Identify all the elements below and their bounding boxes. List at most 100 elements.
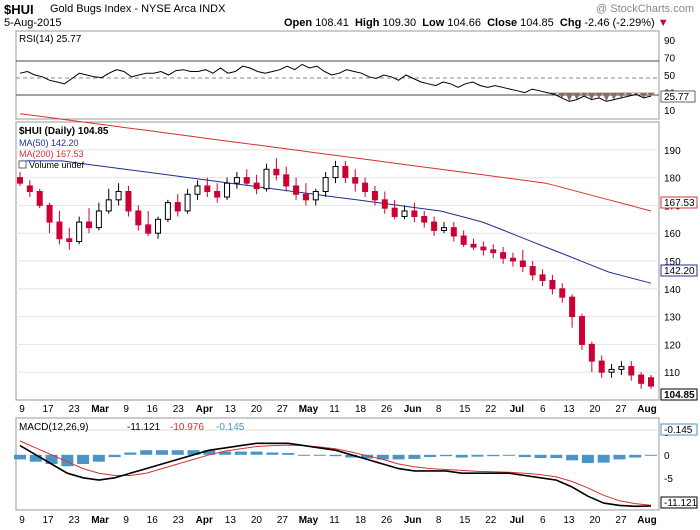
macd-hist-bar (282, 452, 295, 455)
candle-body (332, 165, 339, 179)
rsi-last-value: 25.77 (664, 92, 689, 103)
candle-body (26, 185, 33, 193)
candle-body (431, 221, 438, 231)
x-tick-label: 8 (436, 515, 442, 526)
x-tick-label: 23 (173, 515, 185, 526)
macd-hist-bar (203, 450, 216, 455)
macd-histogram (14, 450, 657, 467)
x-tick-label: 9 (123, 404, 129, 415)
candle-body (401, 210, 408, 218)
price-y-ticks: 190180170160150140130120110 (664, 146, 681, 379)
ma200-last: 167.53 (664, 198, 695, 209)
macd-hist-bar (266, 452, 279, 455)
candle-body (135, 210, 142, 226)
macd-hist-bar (92, 454, 105, 462)
candle-body (578, 316, 585, 345)
candle-body (381, 199, 388, 209)
candle-body (628, 366, 635, 376)
x-tick-label: Aug (637, 404, 656, 415)
x-tick-label: Mar (91, 404, 109, 415)
macd-hist-bar (550, 454, 563, 459)
candle-body (342, 165, 349, 179)
candle-body (362, 182, 369, 193)
macd-hist-bar (219, 451, 232, 455)
x-tick-label: Aug (637, 515, 656, 526)
ma50-last: 142.20 (664, 266, 695, 277)
candle-body (638, 374, 645, 384)
x-tick-label: 6 (540, 404, 546, 415)
candle-body (500, 252, 507, 259)
macd-hist-bar (29, 454, 42, 462)
x-tick-label: 11 (329, 404, 340, 415)
x-tick-label: Apr (196, 404, 213, 415)
candle-body (224, 182, 231, 198)
macd-y-tick: -5 (664, 474, 673, 485)
candle-body (36, 191, 43, 206)
price-x-ticks: 9 17 23 Mar 9 16 23 Apr 13 20 27 May 11 18 26 Jun 8 15 22 J… (19, 404, 657, 415)
x-tick-label: 26 (381, 404, 393, 415)
x-tick-label: 18 (355, 515, 367, 526)
macd-hist-bar (566, 454, 579, 461)
x-tick-label: 8 (436, 404, 442, 415)
candle-body (174, 202, 181, 212)
rsi-line (19, 63, 652, 102)
price-y-tick: 140 (664, 285, 681, 296)
macd-x-ticks: 9 17 23 Mar 9 16 23 Apr 13 20 27 May 11 18 26 Jun 8 15 22 J… (19, 515, 657, 526)
x-tick-label: May (299, 515, 319, 526)
candle-body (509, 257, 516, 262)
macd-hist-bar (581, 454, 594, 464)
x-tick-label: 23 (69, 515, 81, 526)
x-tick-label: 22 (485, 404, 497, 415)
x-tick-label: 13 (563, 404, 575, 415)
macd-hist-bar (534, 454, 547, 459)
price-legend: $HUI (Daily) 104.85 (19, 126, 109, 137)
macd-hist-bar (597, 454, 610, 463)
quote-bar: Open 108.41 High 109.30 Low 104.66 Close… (284, 17, 669, 29)
macd-hist-value: -0.145 (216, 422, 245, 433)
candle-body (86, 221, 93, 229)
symbol: $HUI (4, 2, 34, 17)
macd-last: -11.121 (664, 498, 698, 509)
candle-body (184, 193, 191, 212)
candle-body (648, 377, 654, 387)
rsi-y-tick: 10 (664, 106, 676, 117)
macd-line (19, 442, 652, 508)
ma200-legend: MA(200) 167.53 (19, 149, 84, 159)
macd-legend: MACD(12,26,9) (19, 422, 88, 433)
x-tick-label: 6 (540, 515, 546, 526)
candle-body (588, 343, 595, 362)
candle-body (549, 279, 556, 290)
candle-body (164, 202, 171, 220)
candle-body (263, 168, 270, 190)
x-tick-label: 20 (251, 404, 263, 415)
candle-body (529, 266, 536, 276)
macd-hist-bar (155, 450, 168, 455)
candle-body (243, 177, 250, 184)
candle-body (519, 260, 526, 268)
macd-hist-bar (250, 451, 263, 455)
candle-body (283, 174, 290, 187)
ma200-line (19, 113, 652, 212)
macd-hist-bar (124, 452, 137, 455)
x-tick-label: 22 (485, 515, 497, 526)
x-tick-label: 15 (459, 404, 471, 415)
rsi-y-tick: 70 (664, 53, 676, 64)
macd-hist-bar (171, 450, 184, 455)
candle-body (440, 227, 447, 231)
ma50-legend: MA(50) 142.20 (19, 138, 79, 148)
candle-body (302, 193, 309, 201)
candle-body (352, 177, 359, 184)
x-tick-label: 27 (615, 404, 627, 415)
macd-hist-bar (471, 454, 484, 457)
macd-hist-bar (234, 451, 247, 455)
x-tick-label: Jul (510, 515, 525, 526)
macd-y-ticks: 50-5-10 (664, 428, 679, 508)
macd-signal-value: -10.976 (170, 422, 204, 433)
macd-hist-bar (140, 450, 153, 455)
x-tick-label: 27 (277, 404, 289, 415)
x-tick-label: Jun (404, 515, 422, 526)
candle-body (480, 246, 487, 251)
candle-body (155, 218, 162, 234)
candle-body (115, 191, 122, 201)
macd-hist-last: -0.145 (664, 425, 693, 436)
